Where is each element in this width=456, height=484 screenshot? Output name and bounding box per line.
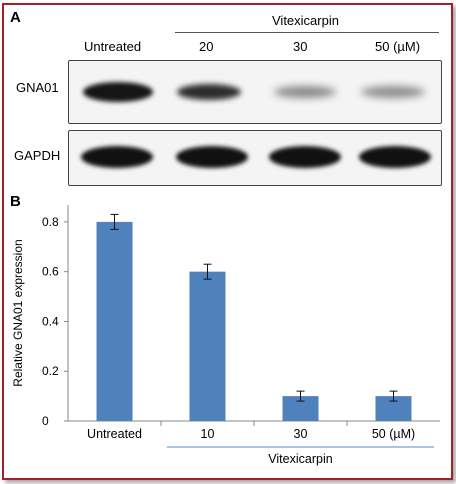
band-gna01-untreated	[83, 82, 153, 102]
band-gna01-30	[274, 86, 336, 98]
y-axis-label: Relative GNA01 expression	[11, 239, 25, 386]
lane-label-20: 20	[199, 39, 214, 54]
x-tick-label: 10	[201, 427, 215, 441]
x-tick-label: Untreated	[87, 427, 142, 441]
band-gapdh-20	[176, 146, 248, 168]
blot-gapdh	[68, 130, 442, 186]
y-tick-label: 0.6	[42, 265, 59, 279]
band-gapdh-50	[359, 146, 431, 168]
band-gapdh-30	[269, 146, 341, 168]
band-gapdh-untreated	[81, 146, 153, 168]
band-gna01-50	[361, 86, 425, 98]
bar-1	[189, 271, 226, 421]
y-tick-label: 0	[42, 414, 49, 428]
header-untreated: Untreated	[84, 39, 142, 54]
row-label-gna01: GNA01	[16, 80, 59, 95]
row-label-gapdh: GAPDH	[14, 148, 61, 163]
lane-label-30: 30	[293, 39, 308, 54]
x-tick-label: 50 (µM)	[372, 427, 415, 441]
blot-gna01	[68, 60, 442, 124]
band-gna01-20	[177, 84, 241, 100]
group-label: Vitexicarpin	[268, 452, 332, 466]
header-vitexicarpin: Vitexicarpin	[272, 13, 339, 28]
panel-a-letter: A	[10, 9, 21, 26]
lane-label-50: 50 (µM)	[375, 39, 421, 54]
bar-0	[96, 221, 133, 421]
y-tick-label: 0.2	[42, 364, 59, 378]
vitexicarpin-bracket-line	[175, 32, 439, 33]
x-tick-label: 30	[294, 427, 308, 441]
y-tick-label: 0.4	[42, 314, 59, 328]
panel-b-letter: B	[10, 193, 21, 210]
y-tick-label: 0.8	[42, 215, 59, 229]
